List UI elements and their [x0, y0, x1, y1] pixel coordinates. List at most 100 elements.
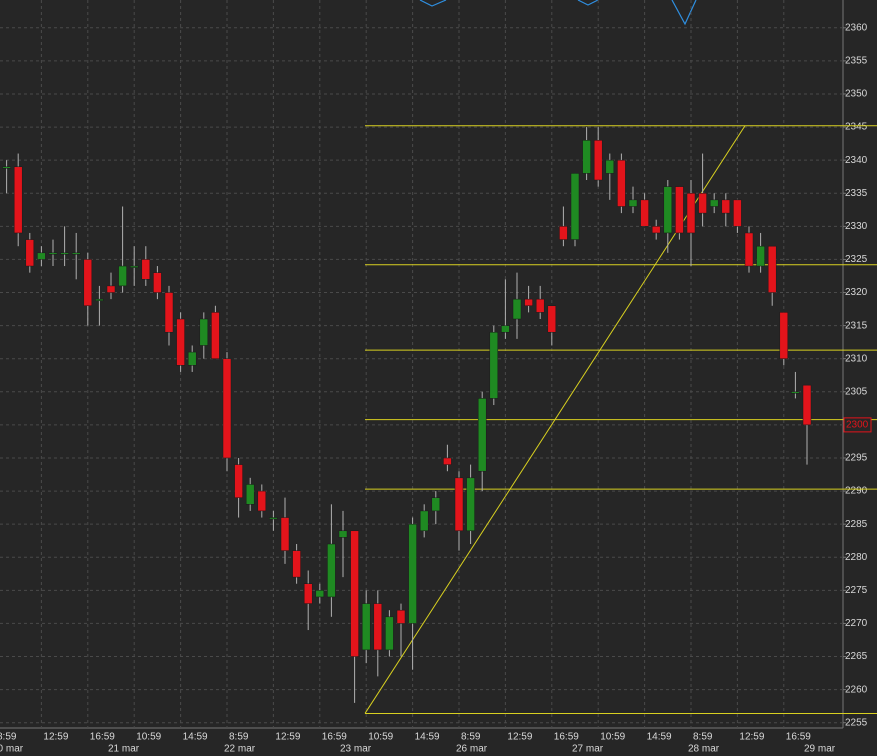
candle-body [350, 530, 359, 657]
candle-body [477, 398, 487, 472]
y-tick-label: 2305 [845, 386, 868, 397]
candle-body [744, 232, 754, 267]
candle-body [187, 351, 197, 366]
y-tick-label: 2275 [845, 585, 868, 596]
candle-body [396, 609, 406, 624]
candle-body [501, 325, 510, 333]
candle-body [756, 245, 765, 267]
candle-body [106, 285, 116, 293]
candle-body [454, 477, 464, 532]
candle-body [373, 603, 383, 651]
candle-body [164, 292, 174, 333]
candle-body [628, 199, 638, 207]
candle-body [211, 312, 220, 359]
y-tick-label: 2355 [845, 56, 868, 67]
candle-body [338, 530, 348, 538]
candle-body [733, 199, 742, 227]
candle-body [141, 259, 151, 280]
x-tick-label: 10:59 [600, 732, 625, 743]
candle-body [779, 312, 789, 359]
candle-body [13, 166, 23, 234]
y-tick-label: 2280 [845, 552, 868, 563]
x-tick-label: 16:59 [322, 732, 347, 743]
candle-body [280, 517, 290, 551]
date-label: 29 mar [804, 744, 836, 755]
x-tick-label: 16:59 [90, 732, 115, 743]
indicator-line [419, 0, 447, 7]
x-tick-label: 12:59 [739, 732, 764, 743]
x-tick-label: 8:59 [0, 732, 17, 743]
y-tick-label: 2265 [845, 651, 868, 662]
candle-body [199, 318, 209, 346]
candle-body [593, 140, 603, 181]
indicator-line [671, 0, 697, 26]
y-tick-label: 2340 [845, 155, 868, 166]
candle-body [2, 166, 11, 169]
last-price-label: 2300 [846, 420, 869, 431]
y-tick-label: 2325 [845, 254, 868, 265]
x-tick-label: 14:59 [647, 732, 672, 743]
y-tick-label: 2335 [845, 188, 868, 199]
candle-body [698, 193, 707, 214]
candle-body [37, 252, 46, 260]
candle-body [60, 252, 69, 255]
candle-body [129, 265, 139, 268]
candle-body [83, 259, 93, 307]
indicator-line [577, 0, 599, 6]
x-tick-label: 14:59 [183, 732, 208, 743]
candle-body [245, 484, 255, 505]
date-label: 20 mar [0, 744, 24, 755]
date-label: 28 mar [688, 744, 720, 755]
candle-body [489, 331, 499, 399]
candle-body [153, 272, 162, 293]
candle-body [709, 199, 719, 207]
y-tick-label: 2270 [845, 618, 868, 629]
candle-body [443, 457, 452, 465]
x-tick-label: 12:59 [507, 732, 532, 743]
y-tick-label: 2260 [845, 684, 868, 695]
last-price-box [843, 417, 872, 433]
candle-body [512, 298, 522, 320]
x-tick-label: 8:59 [229, 732, 249, 743]
y-tick-label: 2255 [845, 717, 868, 728]
candle-body [176, 318, 185, 366]
candle-body [651, 226, 661, 234]
candle-body [582, 140, 591, 174]
candle-body [25, 239, 35, 267]
candle-body [408, 523, 417, 624]
candle-body [361, 603, 371, 651]
x-tick-label: 10:59 [136, 732, 161, 743]
candle-body [327, 543, 336, 598]
candle-body [547, 305, 557, 333]
date-label: 27 mar [572, 744, 604, 755]
candle-body [222, 358, 232, 459]
candle-body [71, 252, 81, 255]
candle-body [802, 384, 812, 426]
candle-body [95, 298, 104, 301]
y-tick-label: 2310 [845, 353, 868, 364]
candle-body [675, 186, 684, 234]
candle-body [559, 226, 568, 240]
candle-body [431, 497, 441, 512]
x-tick-label: 16:59 [786, 732, 811, 743]
candle-body [269, 517, 278, 520]
y-tick-label: 2315 [845, 320, 868, 331]
y-tick-label: 2350 [845, 89, 868, 100]
candle-body [605, 159, 615, 174]
candle-body [640, 199, 649, 227]
candle-body [385, 616, 394, 651]
candle-body [303, 583, 313, 604]
candle-body [48, 252, 58, 255]
date-label: 23 mar [340, 744, 372, 755]
x-tick-label: 8:59 [461, 732, 481, 743]
x-tick-label: 16:59 [554, 732, 579, 743]
candle-body [118, 265, 127, 287]
candle-body [721, 199, 731, 214]
candle-body [466, 477, 475, 532]
candle-body [663, 186, 673, 234]
y-tick-label: 2290 [845, 486, 868, 497]
x-tick-label: 12:59 [43, 732, 68, 743]
